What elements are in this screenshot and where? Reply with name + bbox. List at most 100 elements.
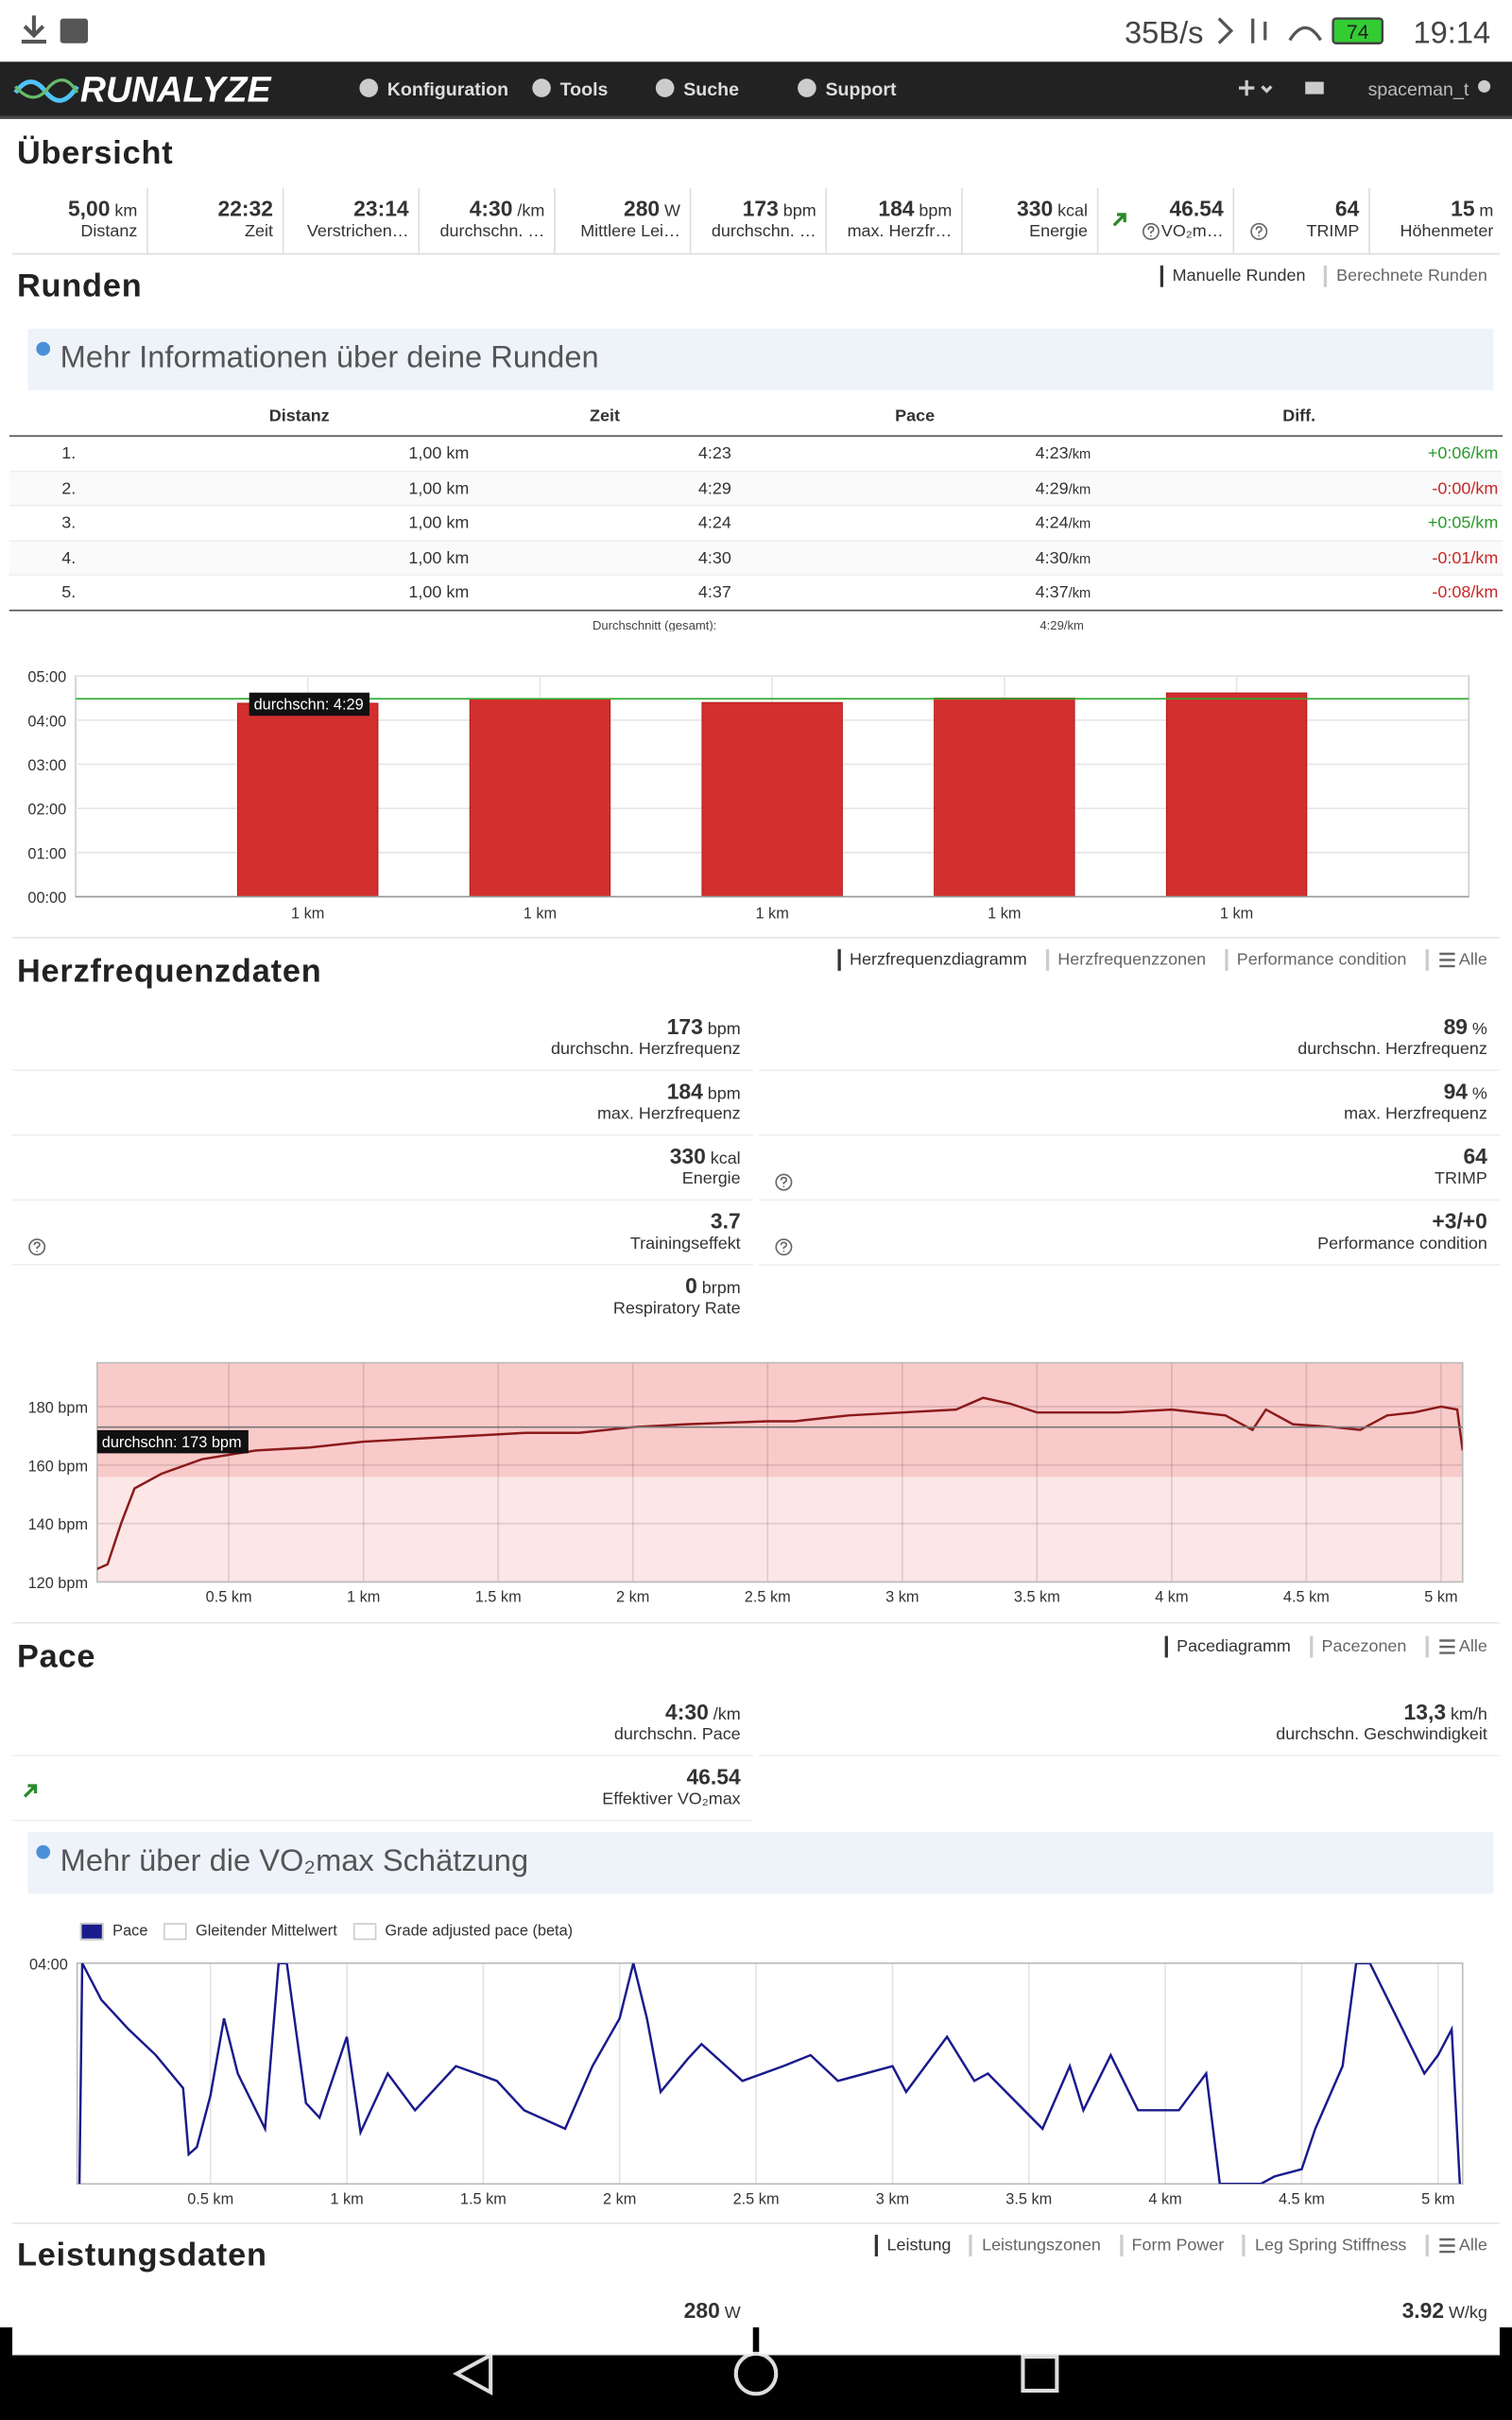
tile-label-text: Distanz	[80, 222, 138, 241]
user-icon	[1478, 79, 1491, 93]
tile-value: 173 bpm	[691, 196, 816, 220]
stats-cover	[0, 1318, 1512, 1353]
footer-pace: 4:29/km	[1040, 619, 1083, 631]
clock: 19:14	[1413, 15, 1490, 50]
divider	[12, 2222, 1500, 2224]
nav-item[interactable]: Support	[825, 79, 897, 100]
menu-lines	[1438, 2238, 1455, 2254]
stat-number: 89	[1443, 1013, 1469, 1039]
pace-value: 4:30	[1035, 548, 1069, 567]
x-tick-label: 5 km	[1421, 2190, 1454, 2207]
tab[interactable]: Manuelle Runden	[1160, 265, 1318, 287]
help-circle	[775, 1173, 793, 1191]
tab[interactable]: Herzfrequenzdiagramm	[836, 949, 1040, 971]
pace-unit: /km	[1068, 515, 1091, 531]
menu-tab[interactable]: Alle	[1425, 1635, 1500, 1658]
stat-value: 46.54	[12, 1764, 741, 1789]
divider	[12, 252, 1500, 255]
section-title: Übersicht	[16, 135, 174, 172]
tab[interactable]: Leistungszonen	[970, 2235, 1113, 2256]
tab[interactable]: Herzfrequenzzonen	[1045, 949, 1218, 971]
help-mark	[780, 1176, 787, 1187]
tab[interactable]: Leg Spring Stiffness	[1242, 2235, 1419, 2256]
x-tick-label: 1.5 km	[475, 1589, 522, 1606]
x-tick-label: 1 km	[524, 905, 557, 922]
help-circle	[1250, 222, 1268, 240]
data-line	[96, 1396, 1463, 1570]
tile-label: max. Herzfr…	[827, 222, 953, 241]
lap-time: 4:30	[697, 548, 731, 567]
home-button[interactable]	[733, 2351, 779, 2396]
stat-value: 13,3 km/h	[759, 1700, 1487, 1724]
nav-item[interactable]: Suche	[683, 79, 739, 100]
add-menu	[1239, 79, 1273, 96]
stat-value: 89%	[759, 1014, 1487, 1039]
tile-value: 46.54	[1098, 196, 1223, 220]
lap-distance: 1,00 km	[408, 513, 470, 533]
lap-time: 4:37	[697, 583, 731, 602]
bar	[934, 698, 1075, 897]
nav-item[interactable]: Tools	[560, 79, 609, 100]
pace-value: 4:24	[1035, 513, 1069, 533]
stat-value: 0 brpm	[12, 1273, 741, 1298]
data-line	[77, 1962, 1462, 2185]
stat-number: 3.7	[710, 1208, 741, 1234]
stat-label: Trainingseffekt	[629, 1235, 741, 1253]
y-tick-label: 04:00	[29, 1956, 68, 1973]
nav-item[interactable]: Konfiguration	[387, 79, 508, 100]
tab[interactable]: Pacediagramm	[1164, 1635, 1303, 1658]
tile-number: 173	[742, 196, 779, 221]
legend-swatch	[163, 1923, 187, 1941]
stat-label: durchschn. Herzfrequenz	[551, 1040, 741, 1059]
nav-bar	[0, 61, 1512, 119]
tile-number: 15	[1451, 196, 1475, 221]
legend-item[interactable]: Pace	[79, 1923, 147, 1941]
stat-unit: W	[724, 2304, 741, 2324]
legend-label: Gleitender Mittelwert	[196, 1923, 337, 1941]
info-icon	[36, 1844, 51, 1859]
average-label-bg	[96, 1429, 249, 1454]
tile-label: Verstrichen…	[284, 222, 409, 241]
menu-tab[interactable]: Alle	[1425, 949, 1500, 971]
tile-label: Mittlere Lei…	[556, 222, 680, 241]
stat-number: 13,3	[1403, 1699, 1447, 1724]
table-rule	[9, 609, 1503, 612]
tabs: Herzfrequenzdiagramm Herzfrequenzzonen Per…	[831, 949, 1500, 971]
lap-distance: 1,00 km	[408, 478, 470, 498]
tab[interactable]: Performance condition	[1224, 949, 1419, 971]
legend-item[interactable]: Gleitender Mittelwert	[163, 1923, 337, 1941]
tile-label: durchschn. …	[420, 222, 545, 241]
back-button[interactable]	[453, 2351, 493, 2396]
info-text: Mehr Informationen über deine Runden	[60, 340, 599, 375]
pace-unit: /km	[1068, 550, 1091, 566]
stat-cell: 13,3 km/h durchschn. Geschwindigkeit	[759, 1691, 1500, 1756]
help-icon	[775, 1238, 793, 1256]
x-tick-label: 1 km	[330, 2190, 363, 2207]
tab[interactable]: Pacezonen	[1309, 1635, 1418, 1658]
arrow	[1112, 213, 1126, 227]
x-tick-label: 1 km	[291, 905, 324, 922]
pace-unit: /km	[1068, 480, 1091, 496]
stat-cell: 3.92 W/kg	[759, 2290, 1500, 2356]
menu-tab[interactable]: Alle	[1425, 2235, 1500, 2256]
info-icon	[36, 341, 51, 356]
stat-cell: 173 bpm durchschn. Herzfrequenz	[12, 1006, 753, 1072]
stat-cell: 46.54 Effektiver VO₂max	[12, 1755, 753, 1822]
stat-value: 4:30/km	[12, 1700, 741, 1724]
tile-label: durchschn. …	[691, 222, 816, 241]
signal-icons	[1217, 17, 1322, 44]
x-tick-label: 1.5 km	[460, 2190, 507, 2207]
tab[interactable]: Leistung	[874, 2235, 963, 2256]
tile-value: 64	[1234, 196, 1359, 220]
x-tick-label: 1 km	[347, 1589, 380, 1606]
recents-button[interactable]	[1021, 2355, 1059, 2394]
tab[interactable]: Berechnete Runden	[1324, 265, 1500, 287]
stat-cell: 89% durchschn. Herzfrequenz	[759, 1006, 1500, 1072]
tile-label: VO₂m…	[1098, 222, 1224, 241]
legend-item[interactable]: Grade adjusted pace (beta)	[352, 1923, 573, 1941]
tab[interactable]: Form Power	[1119, 2235, 1236, 2256]
help-wrap	[1142, 222, 1160, 241]
y-tick-label: 00:00	[27, 890, 66, 907]
tile-number: 22:32	[217, 196, 273, 221]
